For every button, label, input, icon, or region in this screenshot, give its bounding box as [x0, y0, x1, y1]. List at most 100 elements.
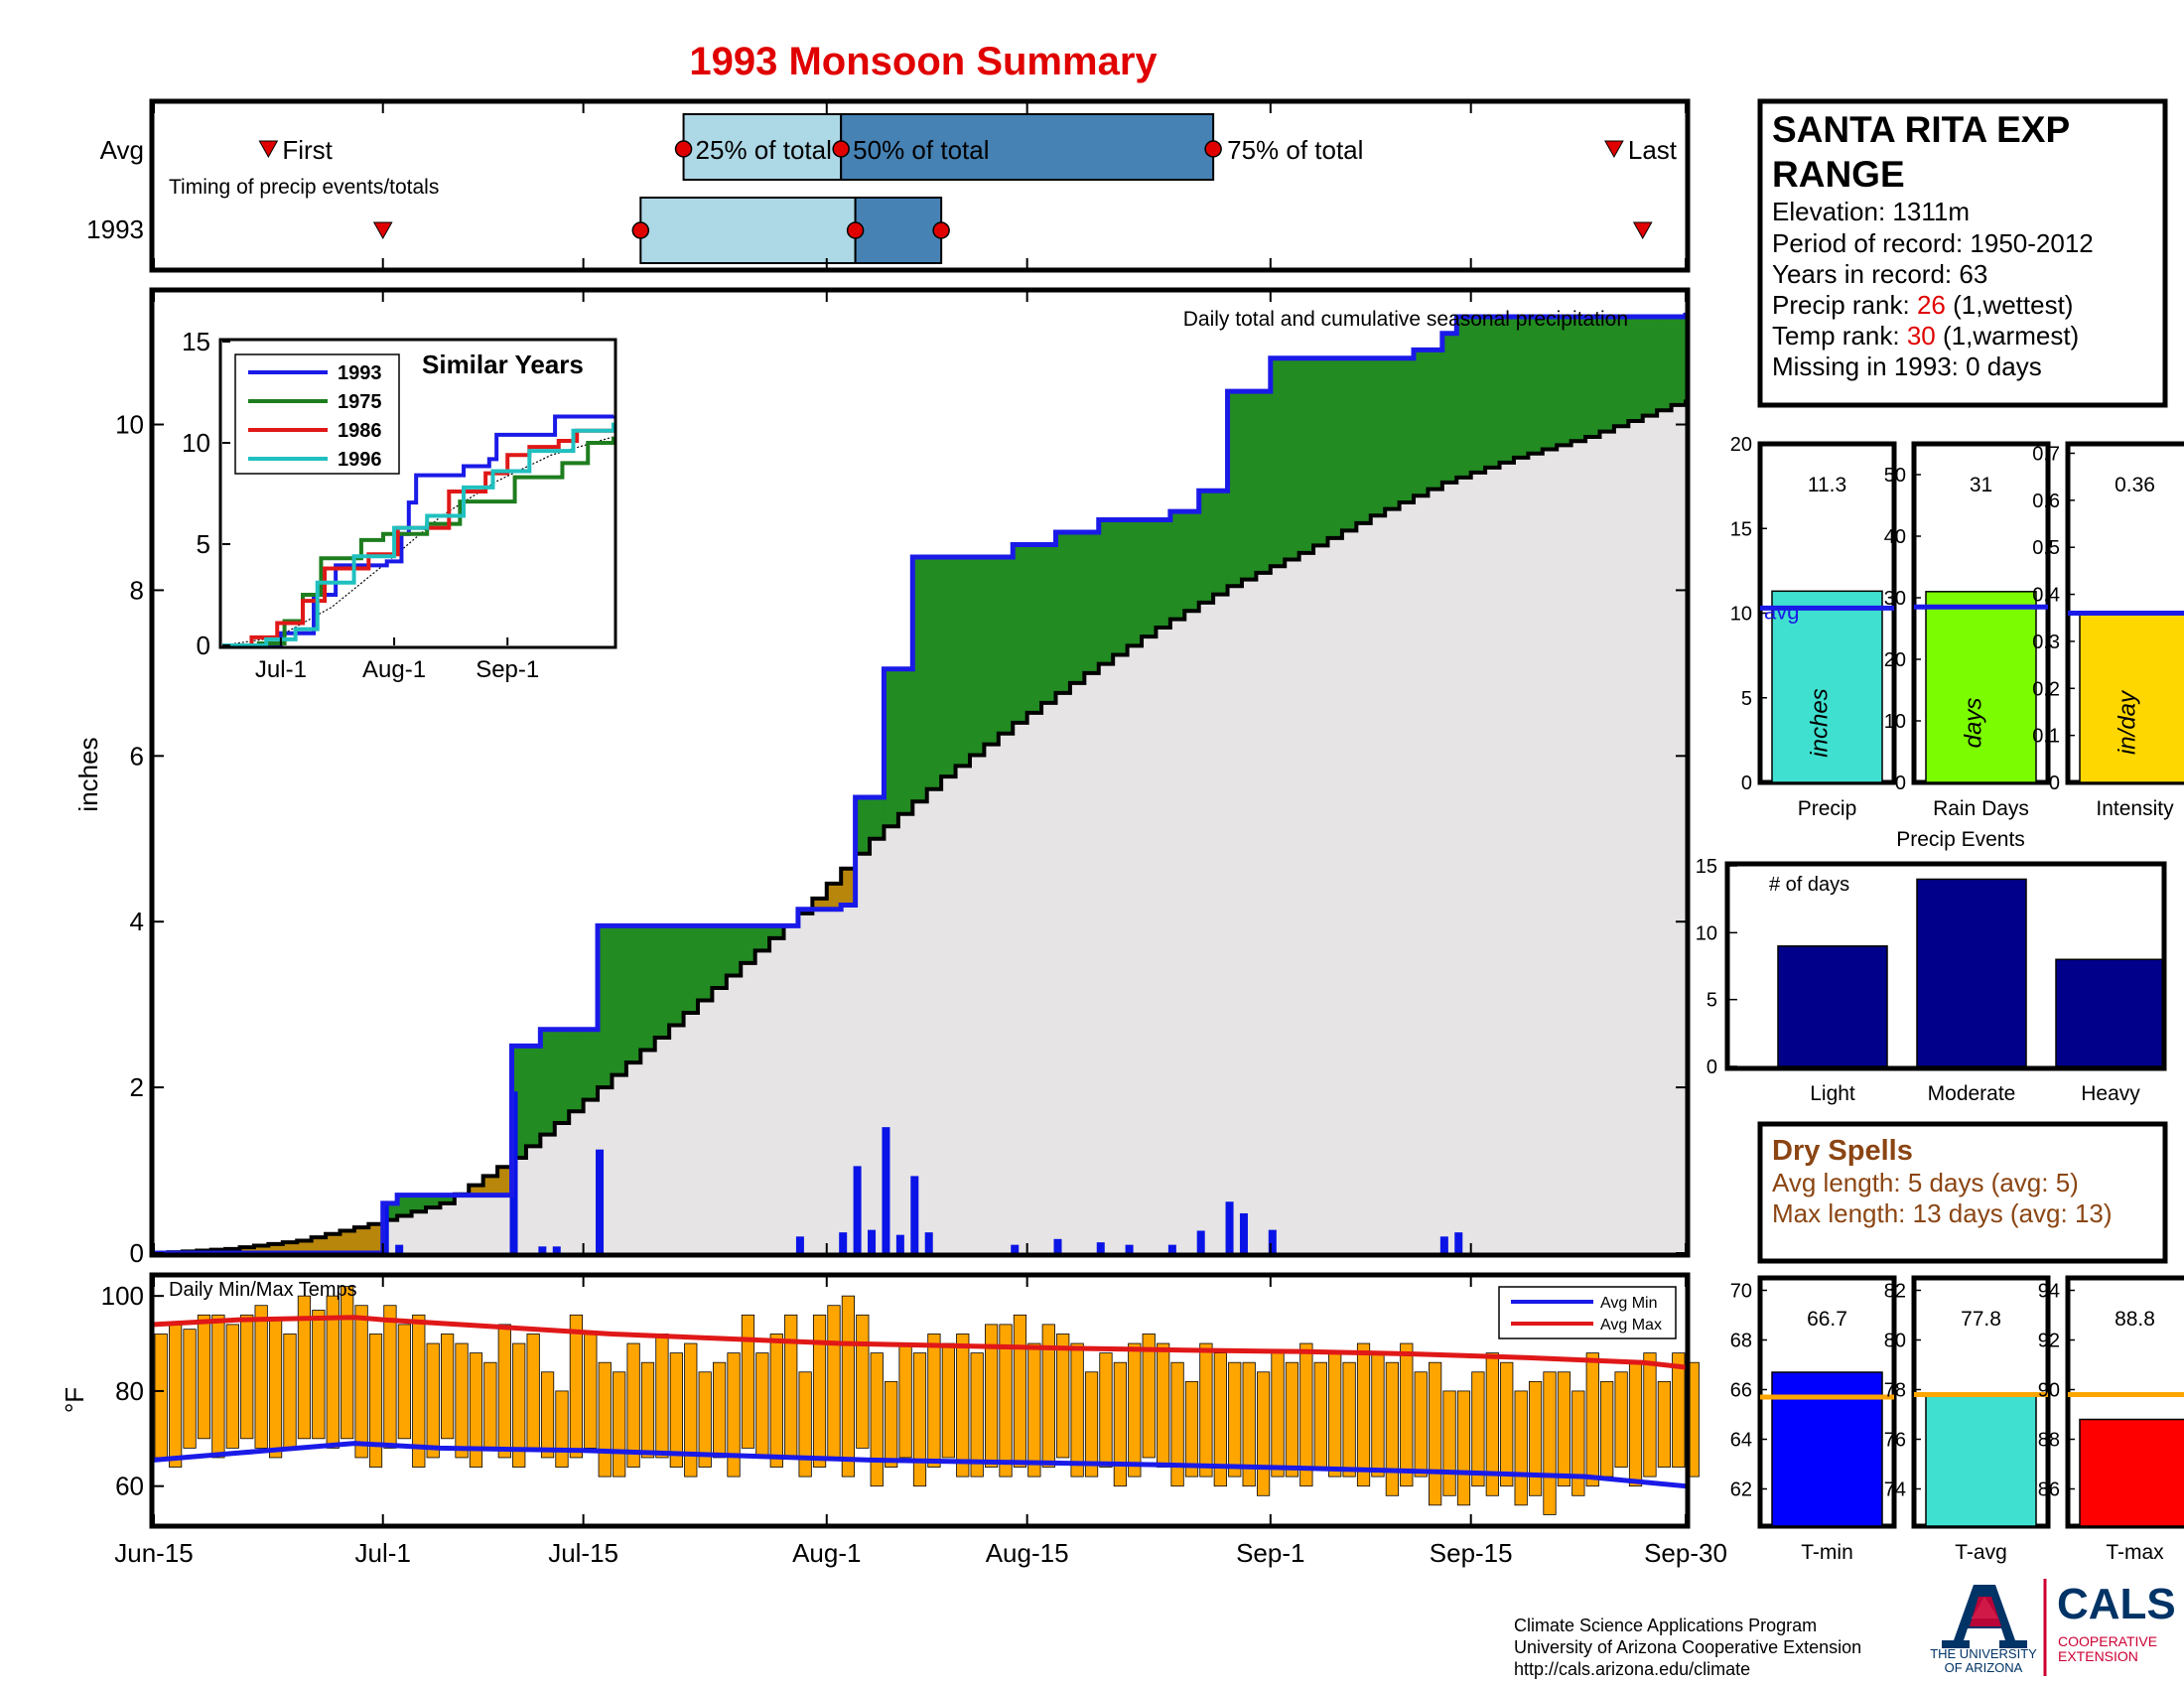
station-name-line2: RANGE [1772, 154, 1905, 195]
daily-precip-bar [839, 1232, 848, 1253]
daily-temp-bar [1557, 1371, 1571, 1487]
below-average-fill [268, 1243, 284, 1253]
station-elevation: Elevation: 1311m [1772, 197, 1970, 226]
station-name-line1: SANTA RITA EXP [1772, 109, 2070, 150]
x-tick-label: Aug-1 [792, 1538, 861, 1568]
daily-temp-bar [455, 1342, 469, 1459]
above-average-fill [912, 557, 928, 802]
t-min-value-label: 66.7 [1807, 1308, 1847, 1331]
above-average-fill [1528, 317, 1544, 454]
year-75-marker [932, 221, 950, 239]
station-info-box: SANTA RITA EXP RANGE Elevation: 1311m Pe… [1757, 98, 2168, 408]
year-50-75-box [854, 197, 943, 264]
t-max-tick-label: 88 [2038, 1430, 2060, 1452]
above-average-fill [1098, 519, 1114, 664]
daily-temp-bar [326, 1295, 340, 1449]
dry-spells-title: Dry Spells [1772, 1135, 1913, 1167]
t-min-tick-label: 62 [1730, 1479, 1752, 1501]
above-average-fill [1241, 391, 1257, 580]
above-average-fill [1313, 357, 1329, 546]
intensity-tick-label: 0.3 [2032, 632, 2060, 653]
temp-panel-caption: Daily Min/Max Temps [169, 1279, 357, 1301]
similar-years-inset: 0 5 10 15 Jul-1 Aug-1 Sep-1 Similar Years 1993… [182, 327, 617, 683]
intensity-tick-label: 0 [2049, 773, 2060, 794]
daily-temp-bar [1385, 1361, 1399, 1496]
daily-temp-bar [1128, 1342, 1142, 1477]
daily-temp-bar [526, 1334, 540, 1449]
inset-line-1986 [222, 426, 615, 647]
rain-days-bar [1925, 591, 2037, 783]
above-average-fill [998, 557, 1014, 734]
above-average-fill [1671, 317, 1687, 405]
daily-temp-bar [1199, 1342, 1213, 1477]
inset-legend: 1993 1975 1986 1996 [234, 353, 400, 475]
below-average-fill [482, 1176, 498, 1196]
daily-temp-bar [984, 1324, 999, 1468]
daily-temp-bar [297, 1295, 312, 1440]
t-max-category-label: T-max [2106, 1541, 2164, 1564]
above-average-fill [969, 557, 985, 756]
above-average-fill [1256, 391, 1272, 573]
daily-temp-bar [898, 1342, 912, 1459]
temp-y-tick-label: 80 [115, 1376, 144, 1406]
daily-precip-bar [924, 1232, 933, 1253]
daily-temp-bar [1157, 1342, 1170, 1468]
daily-temp-bar [197, 1314, 211, 1440]
precip-y-tick-label: 8 [130, 575, 144, 605]
daily-temp-bar [354, 1305, 368, 1459]
timing-panel: Avg 1993 Timing of precip events/totals … [86, 98, 1691, 273]
below-average-fill [368, 1223, 384, 1253]
ua-logo-line2: OF ARIZONA [1945, 1660, 2023, 1675]
above-average-fill [440, 1195, 456, 1203]
daily-precip-bar [596, 1149, 605, 1253]
daily-precip-bar [1125, 1244, 1134, 1253]
x-tick-label: Sep-1 [1236, 1538, 1304, 1568]
below-average-fill [497, 1167, 513, 1196]
daily-temp-bar [1041, 1324, 1055, 1468]
daily-temp-bar [469, 1352, 483, 1468]
above-average-fill [1499, 317, 1515, 463]
t-avg-value-label: 77.8 [1961, 1308, 2001, 1331]
temp-stat-bars: 66.7 62 64 66 68 70 T-min 77.8 74 76 78 80 82 T-avg 88… [1730, 1275, 2184, 1564]
daily-precip-bar [853, 1166, 862, 1253]
above-average-fill [1270, 357, 1286, 567]
avg-25-50-box [682, 113, 843, 181]
daily-temp-bar [856, 1314, 870, 1449]
above-average-fill [1041, 544, 1057, 703]
daily-temp-bar [368, 1334, 383, 1468]
above-average-fill [1169, 511, 1185, 620]
above-average-fill [1113, 519, 1129, 655]
date-x-axis: Jun-15 Jul-1 Jul-15 Aug-1 Aug-15 Sep-1 Sep-15 S… [114, 101, 1727, 1568]
inset-legend-label-1996: 1996 [338, 449, 382, 471]
inset-legend-label-1993: 1993 [338, 362, 382, 384]
daily-temp-bar [1342, 1361, 1356, 1477]
temp-rank-value: 30 [1907, 321, 1936, 351]
daily-precip-bar [1196, 1230, 1205, 1253]
daily-temp-bar [497, 1324, 511, 1459]
precip-events-title: Precip Events [1896, 828, 2025, 851]
below-average-fill [469, 1185, 484, 1196]
daily-precip-bar [868, 1229, 877, 1253]
daily-precip-bar [882, 1127, 890, 1253]
above-average-fill [554, 1029, 570, 1123]
rain-days-tick-label: 0 [1895, 773, 1906, 794]
above-average-fill [1642, 317, 1658, 416]
daily-temp-bar [1099, 1352, 1113, 1468]
above-average-fill [612, 925, 627, 1075]
above-average-fill [1657, 317, 1673, 411]
precip-total-tick-label: 15 [1730, 518, 1752, 540]
first-event-label: First [282, 135, 333, 165]
daily-temp-bar [397, 1324, 411, 1440]
event-bar-moderate [1916, 878, 2027, 1067]
inset-x-tick-label: Aug-1 [362, 656, 426, 683]
daily-precip-bar [552, 1246, 561, 1253]
footer-line2: University of Arizona Cooperative Extens… [1514, 1637, 1861, 1657]
above-average-fill [1570, 317, 1586, 442]
t-max-value-label: 88.8 [2115, 1308, 2155, 1331]
daily-temp-bar [1600, 1380, 1614, 1477]
t-max-tick-label: 92 [2038, 1331, 2060, 1352]
above-average-fill [598, 925, 614, 1088]
temp-y-ticks: 60 80 100 [101, 1281, 164, 1501]
precip-events-panel: Precip Events Light Moderate Heavy 0 5 10 15 #… [1696, 828, 2167, 1105]
daily-precip-bar [1096, 1242, 1105, 1253]
